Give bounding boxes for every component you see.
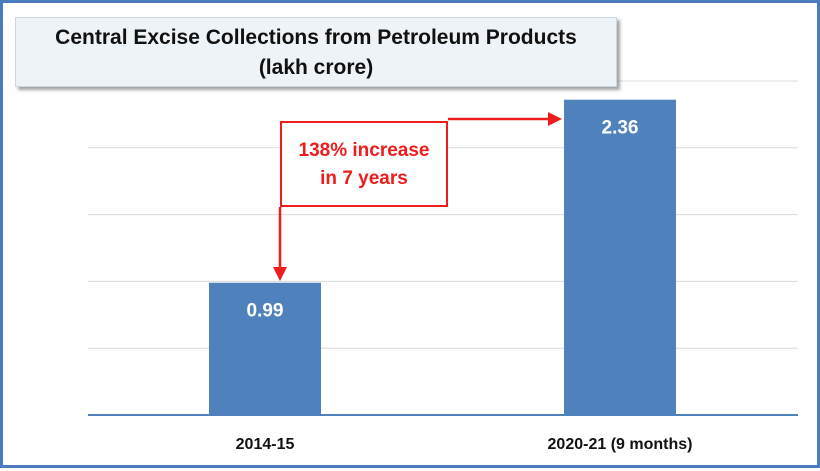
chart-title: Central Excise Collections from Petroleu…	[55, 26, 577, 49]
bar-2	[564, 99, 676, 415]
annotation-arrowhead-down	[273, 267, 287, 281]
chart-plot: 0.99 2.36 2014-15 2020-21 (9 months)	[88, 80, 798, 453]
x-tick-label-2: 2020-21 (9 months)	[548, 436, 693, 453]
chart-subtitle: (lakh crore)	[258, 56, 374, 79]
increase-annotation: 138% increase in 7 years	[280, 121, 448, 207]
annotation-line-1: 138% increase	[298, 140, 430, 161]
annotation-arrowhead-right	[548, 112, 562, 126]
data-label-1: 0.99	[247, 301, 284, 322]
x-tick-label-1: 2014-15	[236, 436, 295, 453]
chart-title-box: Central Excise Collections from Petroleu…	[15, 17, 617, 87]
annotation-line-2: in 7 years	[320, 168, 408, 189]
data-label-2: 2.36	[602, 118, 639, 139]
bar-1	[209, 282, 321, 415]
